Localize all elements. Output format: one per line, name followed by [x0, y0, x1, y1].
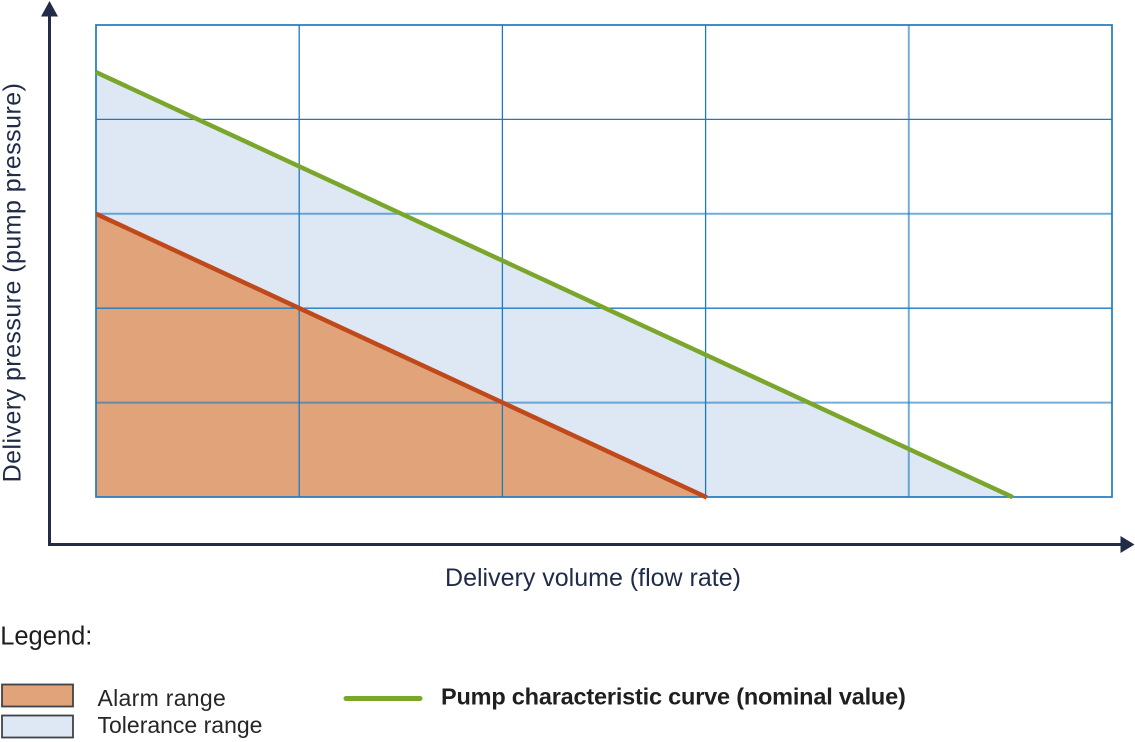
svg-text:Delivery pressure (pump pressu: Delivery pressure (pump pressure) [0, 83, 27, 483]
svg-text:Delivery volume (flow rate): Delivery volume (flow rate) [445, 564, 741, 592]
svg-text:Tolerance range: Tolerance range [98, 712, 263, 738]
svg-text:Legend:: Legend: [0, 623, 92, 651]
svg-text:Pump characteristic curve (nom: Pump characteristic curve (nominal value… [441, 683, 906, 709]
svg-text:Alarm range: Alarm range [98, 685, 227, 711]
